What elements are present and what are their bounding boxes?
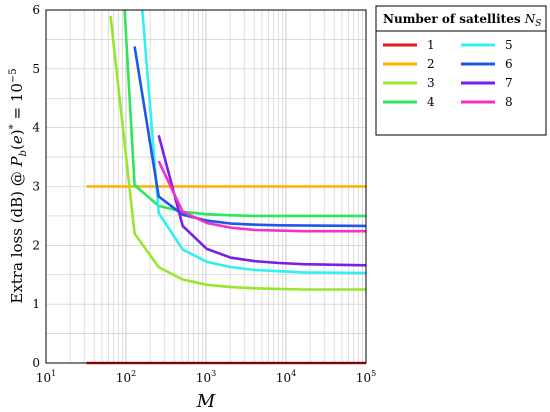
x-tick-label: 103: [196, 369, 216, 385]
y-tick-label: 0: [32, 356, 40, 370]
legend-label-1: 1: [427, 38, 435, 52]
legend-label-4: 4: [427, 95, 435, 109]
y-axis-title-main: Extra loss (dB) @: [8, 166, 26, 303]
legend-box: [375, 5, 547, 136]
legend-title: Number of satellites NS: [383, 12, 541, 29]
legend-label-7: 7: [505, 76, 513, 90]
x-tick-label: 101: [36, 369, 56, 385]
x-tick-label: 105: [356, 369, 376, 385]
series-line-6: [133, 46, 367, 228]
legend-label-5: 5: [505, 38, 513, 52]
plot-frame: [45, 9, 367, 364]
legend-label-8: 8: [505, 95, 513, 109]
y-axis-title: Extra loss (dB) @ Pb(e)* = 10−5: [8, 68, 29, 303]
x-axis-title: M: [196, 391, 216, 412]
series-line-3: [109, 15, 366, 291]
x-tick-labels: 101 102 103 104 105: [36, 369, 376, 385]
y-tick-labels: 0 1 2 3 4 5 6: [32, 3, 40, 370]
series-line-8: [157, 160, 366, 233]
y-tick-label: 2: [32, 238, 40, 252]
series-line-4: [123, 9, 366, 218]
x-tick-label: 104: [276, 369, 296, 385]
series-line-5: [141, 9, 367, 275]
y-tick-label: 6: [32, 3, 40, 17]
series-line-7: [157, 134, 367, 267]
y-tick-label: 3: [32, 180, 40, 194]
y-tick-label: 4: [32, 121, 40, 135]
legend-label-6: 6: [505, 57, 513, 71]
legend-label-3: 3: [427, 76, 435, 90]
y-tick-label: 1: [32, 297, 40, 311]
legend-label-2: 2: [427, 57, 435, 71]
x-tick-label: 102: [116, 369, 136, 385]
y-tick-label: 5: [32, 62, 40, 76]
legend-items: 1 2 3 4 5 6 7 8: [383, 38, 513, 109]
legend: Number of satellites NS 1 2 3 4 5 6 7 8: [375, 5, 547, 136]
